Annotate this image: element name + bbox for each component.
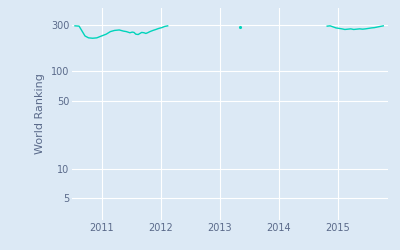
Y-axis label: World Ranking: World Ranking (35, 73, 45, 154)
